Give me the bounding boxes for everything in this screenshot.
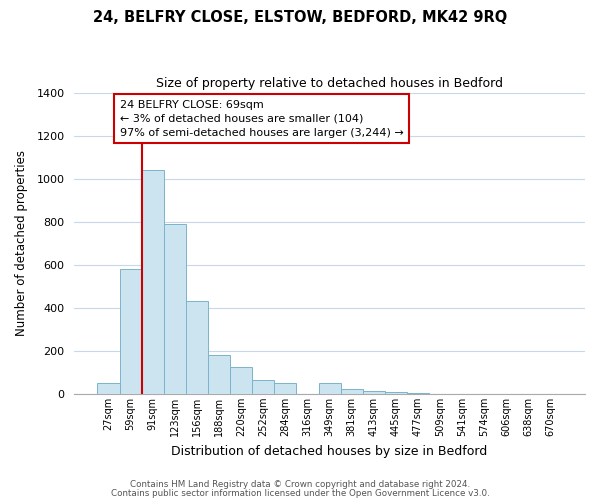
Bar [319, 383, 341, 394]
Bar [363, 390, 385, 394]
Y-axis label: Number of detached properties: Number of detached properties [15, 150, 28, 336]
Bar [385, 392, 407, 394]
Bar [274, 383, 296, 394]
Text: Contains public sector information licensed under the Open Government Licence v3: Contains public sector information licen… [110, 490, 490, 498]
Bar [142, 170, 164, 394]
Bar [186, 302, 208, 394]
Bar [252, 380, 274, 394]
Bar [97, 383, 119, 394]
Text: Contains HM Land Registry data © Crown copyright and database right 2024.: Contains HM Land Registry data © Crown c… [130, 480, 470, 489]
Bar [208, 355, 230, 394]
Bar [230, 367, 252, 394]
Text: 24 BELFRY CLOSE: 69sqm
← 3% of detached houses are smaller (104)
97% of semi-det: 24 BELFRY CLOSE: 69sqm ← 3% of detached … [119, 100, 403, 138]
Bar [164, 224, 186, 394]
Bar [341, 388, 363, 394]
Bar [119, 270, 142, 394]
Bar [407, 393, 429, 394]
Text: 24, BELFRY CLOSE, ELSTOW, BEDFORD, MK42 9RQ: 24, BELFRY CLOSE, ELSTOW, BEDFORD, MK42 … [93, 10, 507, 25]
X-axis label: Distribution of detached houses by size in Bedford: Distribution of detached houses by size … [172, 444, 488, 458]
Title: Size of property relative to detached houses in Bedford: Size of property relative to detached ho… [156, 78, 503, 90]
